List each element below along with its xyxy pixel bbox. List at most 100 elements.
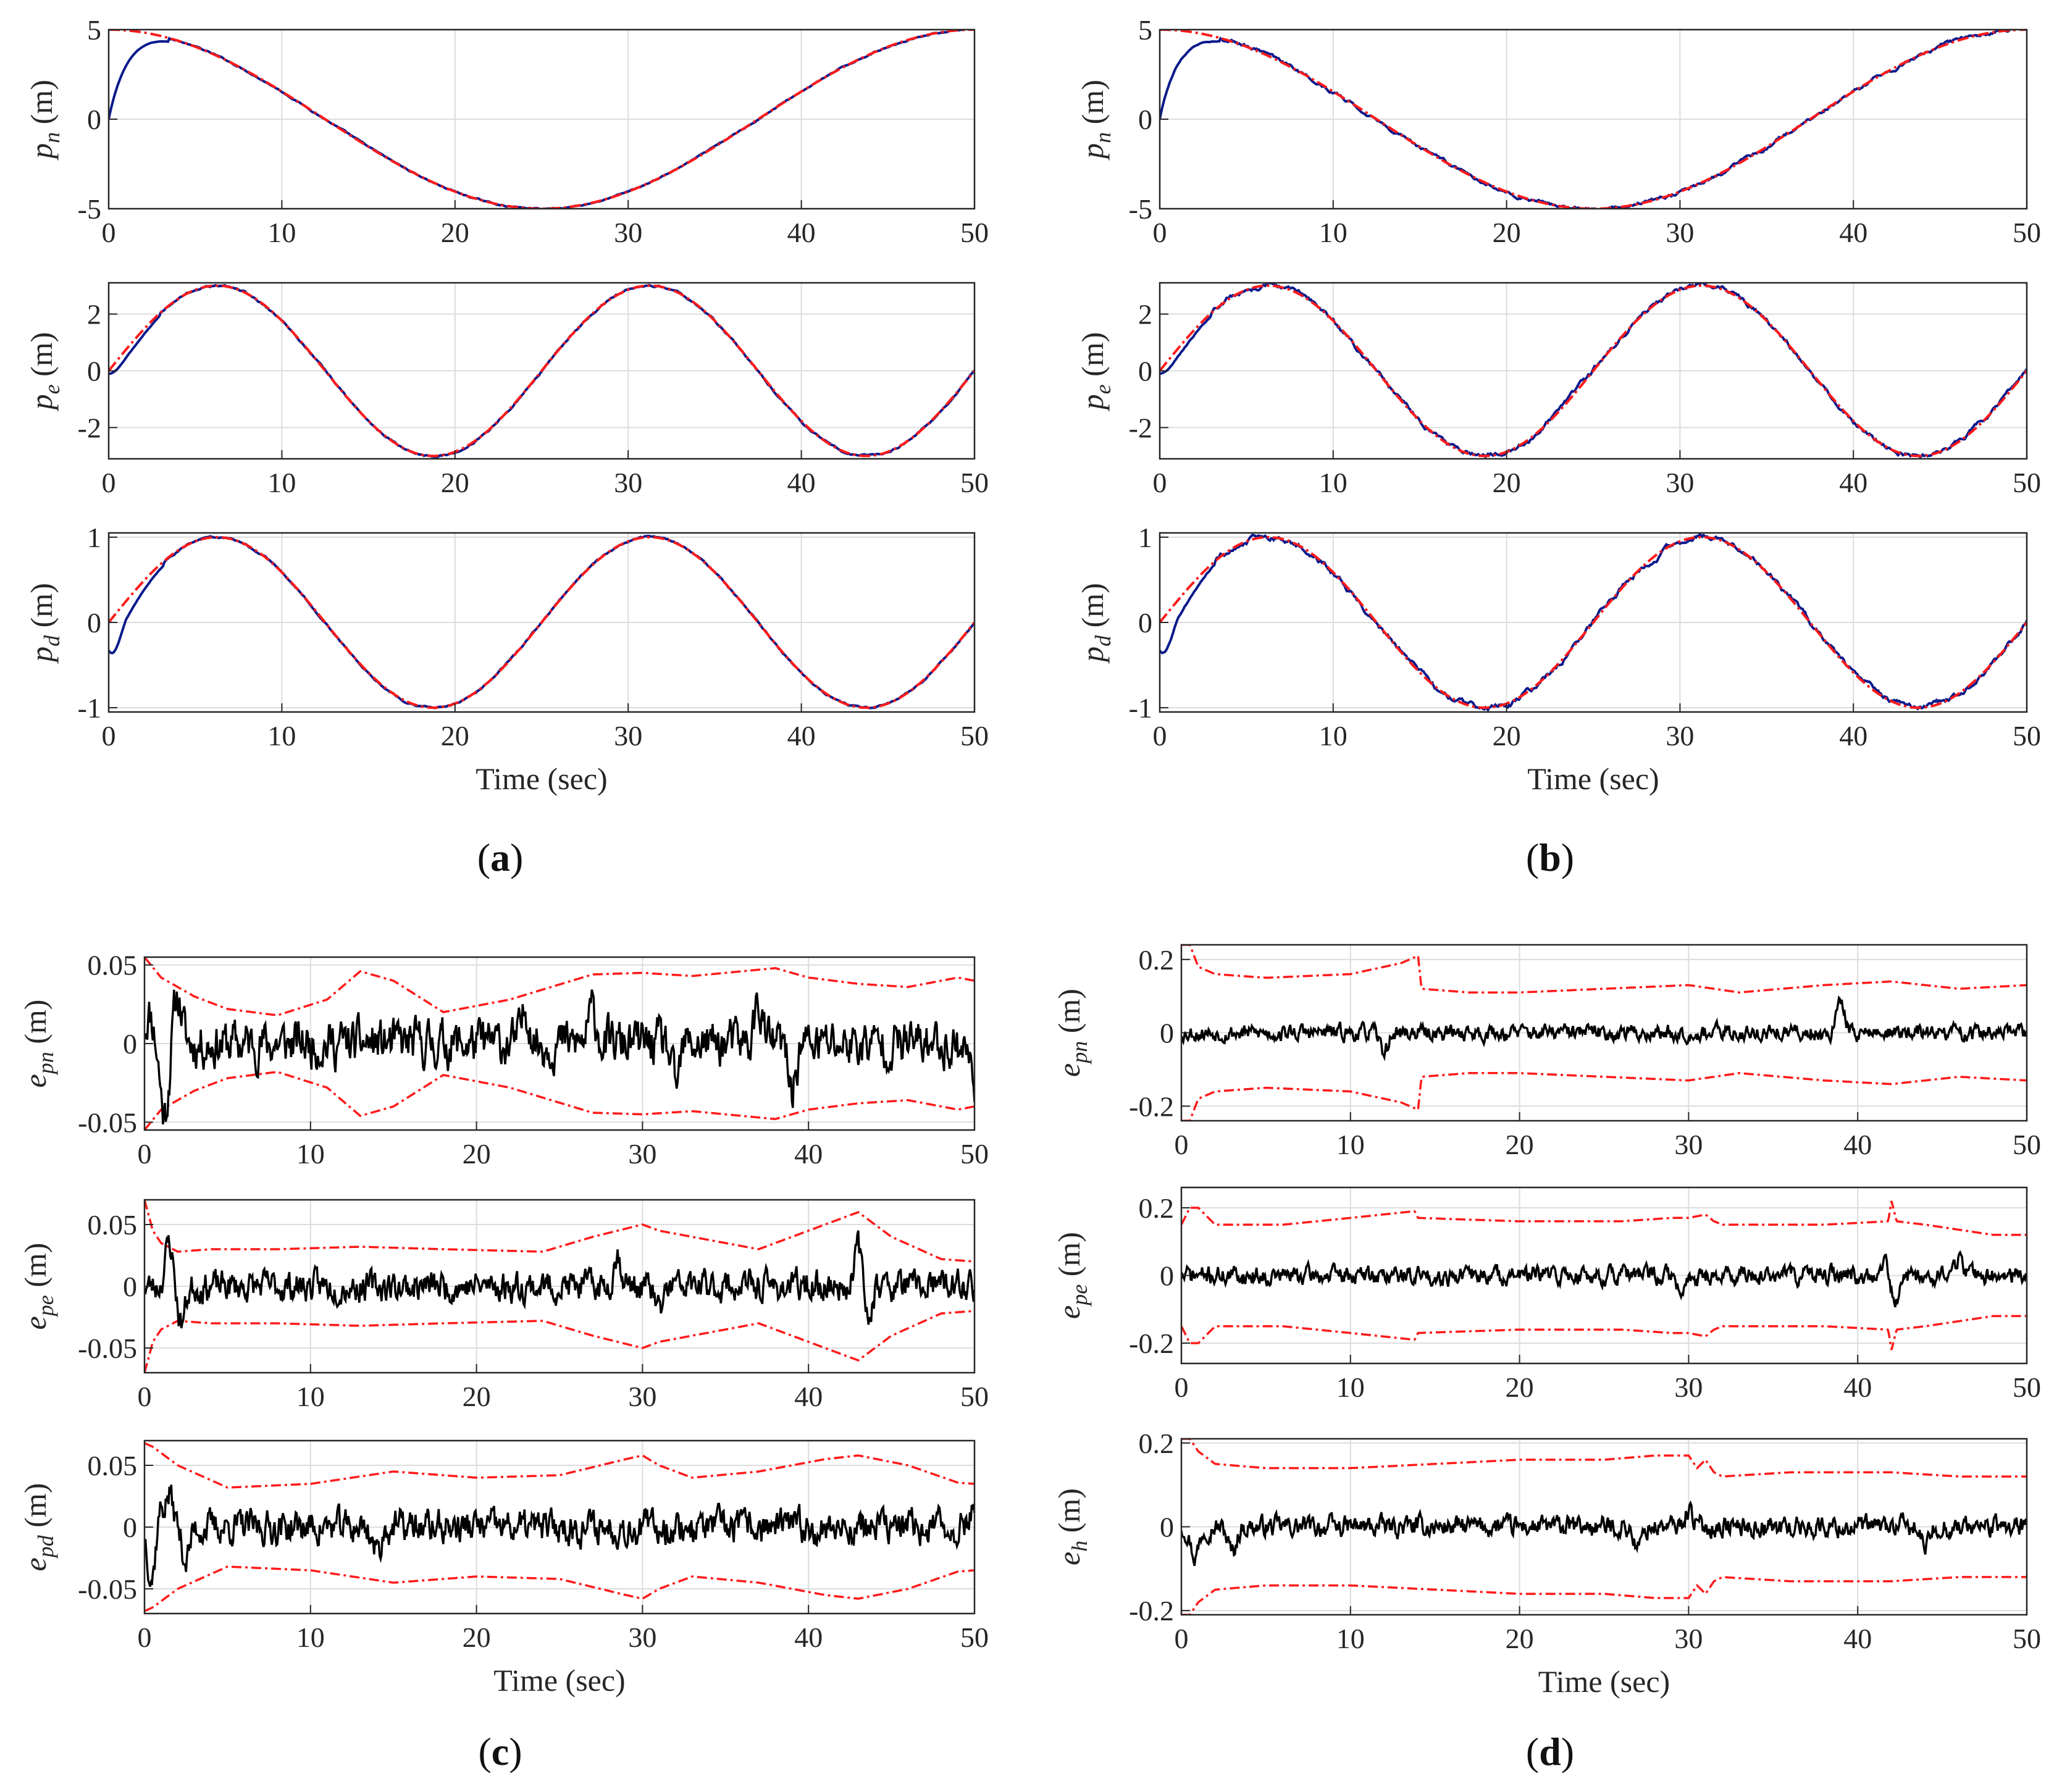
xtick-label-c1-1: 10 [296,1138,325,1170]
xlabel-c3: Time (sec) [493,1663,625,1698]
xtick-label-d2-2: 20 [1506,1371,1534,1403]
series-reference-a1 [109,30,974,209]
series-reference-a3 [109,535,974,710]
series-estimate-b2 [1160,283,2027,459]
panel-label-a: (a) [477,835,524,879]
ytick-label-c3-0: -0.05 [78,1573,137,1605]
series-estimate-b3 [1160,533,2027,712]
ylabel-c2: epe (m) [18,1243,58,1330]
ytick-label-c1-2: 0.05 [88,950,138,981]
xtick-label-c1-3: 30 [628,1138,656,1170]
ytick-label-b2-2: 2 [1138,299,1152,330]
xtick-label-c1-2: 20 [463,1138,491,1170]
ytick-label-c1-0: -0.05 [78,1107,137,1138]
ytick-label-b1-1: 0 [1138,104,1152,135]
ytick-label-c2-0: -0.05 [78,1333,137,1364]
series-group-b2 [1160,283,2027,459]
xtick-label-c2-0: 0 [138,1381,152,1412]
ylabel-a1: pn (m) [24,80,64,161]
ylabel-b2: pe (m) [1075,332,1115,412]
xtick-label-a1-4: 40 [787,217,816,248]
ytick-label-a3-0: -1 [78,692,101,724]
series-group-c1 [145,957,974,1130]
panel-label-d: (d) [1526,1730,1574,1773]
xtick-label-c3-4: 40 [794,1622,823,1653]
error-signal-d3 [1181,1500,2027,1567]
xtick-label-b3-5: 50 [2013,720,2041,752]
bound-upper-d2 [1181,1200,2027,1236]
panel-label-b: (b) [1526,835,1574,879]
xtick-label-d2-4: 40 [1843,1371,1872,1403]
ytick-label-a2-0: -2 [78,412,101,443]
xtick-label-d3-5: 50 [2013,1623,2041,1654]
xtick-label-d2-5: 50 [2013,1371,2041,1403]
series-group-a1 [109,30,974,209]
error-signal-c3 [145,1484,974,1587]
series-group-b1 [1160,30,2027,209]
ylabel-a2: pe (m) [24,332,64,412]
ytick-label-b3-1: 0 [1138,607,1152,639]
xtick-label-d3-0: 0 [1175,1623,1189,1654]
xtick-label-a2-4: 40 [787,467,816,498]
series-reference-b2 [1160,284,2027,458]
xtick-label-b3-4: 40 [1839,720,1867,752]
ytick-label-c2-1: 0 [123,1271,137,1302]
ytick-label-d1-1: 0 [1160,1018,1174,1049]
ylabel-a3: pd (m) [24,583,64,664]
panel-label-c: (c) [478,1730,522,1773]
xlabel-d3: Time (sec) [1538,1664,1670,1699]
bound-lower-c3 [145,1565,974,1612]
xtick-label-a1-2: 20 [441,217,469,248]
ylabel-c3: epd (m) [18,1483,58,1572]
error-signal-d2 [1181,1250,2027,1308]
xtick-label-b1-3: 30 [1666,217,1694,248]
xtick-label-c1-0: 0 [138,1138,152,1170]
ytick-label-a2-2: 2 [87,299,101,330]
xtick-label-a2-3: 30 [614,467,642,498]
xtick-label-d3-1: 10 [1336,1623,1365,1654]
xtick-label-d3-2: 20 [1506,1623,1534,1654]
xtick-label-c2-4: 40 [794,1381,823,1412]
xtick-label-a1-5: 50 [960,217,989,248]
ytick-label-d1-2: 0.2 [1139,944,1175,976]
ylabel-d2: epe (m) [1052,1232,1092,1319]
ytick-label-c3-2: 0.05 [88,1450,138,1481]
xtick-label-c3-3: 30 [628,1622,656,1653]
xtick-label-a3-2: 20 [441,720,469,752]
xtick-label-c3-2: 20 [463,1622,491,1653]
xtick-label-d2-1: 10 [1336,1371,1365,1403]
xtick-label-a1-1: 10 [267,217,296,248]
bound-lower-d1 [1181,1072,2027,1121]
ylabel-b1: pn (m) [1075,80,1115,161]
series-group-d3 [1181,1439,2027,1615]
error-signal-c1 [145,989,974,1124]
ytick-label-d2-2: 0.2 [1139,1192,1175,1224]
ylabel-d1: epn (m) [1052,989,1092,1077]
ytick-label-b3-2: 1 [1138,522,1152,553]
xtick-label-c1-4: 40 [794,1138,823,1170]
xtick-label-b1-5: 50 [2013,217,2041,248]
bound-lower-d2 [1181,1315,2027,1350]
xtick-label-d1-2: 20 [1506,1129,1534,1160]
bound-upper-c1 [145,957,974,1016]
ytick-label-c2-2: 0.05 [88,1209,138,1241]
xtick-label-b1-0: 0 [1153,217,1167,248]
ytick-label-d3-0: -0.2 [1129,1595,1174,1627]
ytick-label-b2-1: 0 [1138,356,1152,387]
xlabel-a3: Time (sec) [476,761,607,796]
series-group-b3 [1160,533,2027,712]
series-group-c2 [145,1200,974,1373]
xtick-label-d1-4: 40 [1843,1129,1872,1160]
ylabel-d3: eh (m) [1052,1488,1092,1565]
ytick-label-b3-0: -1 [1129,692,1152,724]
series-group-c3 [145,1442,974,1612]
xtick-label-c3-0: 0 [138,1622,152,1653]
xtick-label-c1-5: 50 [960,1138,989,1170]
bound-upper-d1 [1181,945,2027,994]
xtick-label-a2-0: 0 [102,467,116,498]
